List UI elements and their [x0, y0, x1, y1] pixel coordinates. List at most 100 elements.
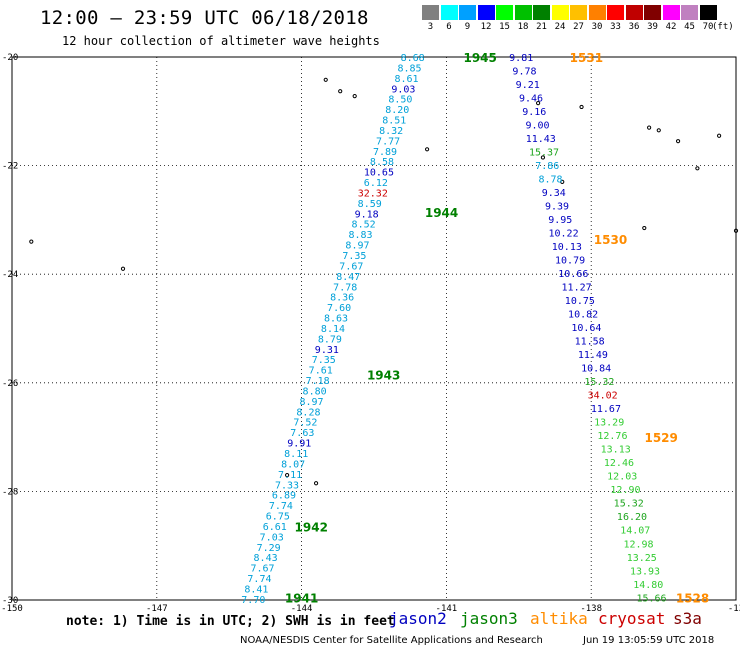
legend-label: 18 — [517, 22, 529, 32]
wave-height-value: 7.52 — [293, 418, 317, 429]
wave-height-value: 9.16 — [522, 107, 546, 118]
wave-height-value: 7.35 — [312, 355, 336, 366]
wave-height-value: 12.90 — [610, 485, 640, 496]
island-marker — [675, 139, 681, 144]
island-marker — [560, 179, 565, 184]
legend-label: 45 — [684, 22, 695, 32]
wave-height-value: 9.18 — [355, 209, 379, 220]
island-marker — [338, 89, 343, 94]
island-marker — [540, 155, 546, 160]
wave-height-value: 10.65 — [364, 168, 394, 179]
generated-timestamp: Jun 19 13:05:59 UTC 2018 — [583, 635, 715, 646]
legend-swatch — [459, 5, 476, 20]
satellite-name-jason3: jason3 — [460, 609, 518, 628]
plot-frame — [11, 56, 737, 601]
legend-label: 42 — [665, 22, 677, 32]
wave-height-value: 9.81 — [509, 53, 533, 64]
wave-height-value: 9.34 — [542, 188, 566, 199]
pass-time-label: 1943 — [367, 369, 400, 383]
wave-height-value: 8.28 — [296, 407, 320, 418]
legend-label: 39 — [647, 22, 658, 32]
legend-swatch — [477, 5, 495, 20]
wave-height-value: 8.59 — [358, 199, 382, 210]
wave-height-value: 9.31 — [315, 345, 339, 356]
pass-time-label: 1531 — [570, 51, 603, 65]
wave-height-value: 12.03 — [607, 472, 637, 483]
legend-swatch — [607, 5, 624, 20]
wave-height-value: 6.89 — [272, 491, 296, 502]
legend-label: 33 — [610, 22, 621, 32]
wave-height-value: 10.13 — [552, 242, 582, 253]
wave-height-value: 8.78 — [538, 175, 562, 186]
lat-tick-label: -30 — [2, 596, 18, 606]
wave-height-value: 13.29 — [594, 418, 624, 429]
wave-height-value: 8.47 — [336, 272, 360, 283]
wave-height-value: 6.61 — [263, 522, 287, 533]
pass-time-label: 1942 — [295, 521, 328, 535]
lon-tick-label: -144 — [291, 604, 313, 614]
wave-height-value: 7.67 — [339, 261, 363, 272]
wave-height-value: 10.79 — [555, 256, 585, 267]
lon-tick-label: -141 — [436, 604, 458, 614]
wave-height-value: 11.27 — [562, 283, 592, 294]
wave-height-value: 10.82 — [568, 310, 598, 321]
wave-height-value: 7.60 — [327, 303, 351, 314]
pass-time-label: 1944 — [425, 206, 458, 220]
legend-label: 70 — [702, 22, 714, 32]
legend-swatch — [496, 5, 513, 20]
island-marker — [352, 93, 357, 99]
wave-height-value: 7.77 — [376, 136, 400, 147]
wave-height-value: 9.39 — [545, 202, 569, 213]
island-marker — [656, 128, 661, 133]
wave-height-value: 8.52 — [352, 220, 376, 231]
wave-height-value: 13.93 — [630, 566, 660, 577]
wave-height-value: 8.97 — [299, 397, 323, 408]
legend-unit: (ft) — [712, 22, 734, 32]
legend-swatch — [533, 5, 550, 20]
wave-height-value: 14.80 — [633, 580, 663, 591]
wave-height-value: 8.32 — [379, 126, 403, 137]
pass-time-label: 1941 — [285, 591, 318, 605]
wave-height-value: 15.37 — [529, 148, 559, 159]
wave-height-value: 7.35 — [342, 251, 366, 262]
wave-height-value: 9.00 — [525, 121, 549, 132]
wave-height-value: 7.61 — [309, 366, 333, 377]
wave-height-value: 7.11 — [278, 470, 302, 481]
legend-label: 12 — [480, 22, 492, 32]
pass-time-label: 1530 — [594, 233, 627, 247]
island-marker — [285, 473, 290, 478]
legend-swatch — [570, 5, 587, 20]
lat-tick-label: -22 — [2, 162, 18, 172]
wave-height-value: 14.07 — [620, 526, 650, 537]
wave-height-value: 11.58 — [575, 337, 605, 348]
wave-height-value: 7.29 — [257, 543, 281, 554]
island-marker — [29, 239, 34, 244]
island-marker — [323, 77, 328, 82]
wave-height-value: 13.13 — [601, 445, 631, 456]
legend-label: 21 — [536, 22, 547, 32]
pass-time-label: 1945 — [463, 51, 496, 65]
wave-height-value: 12.46 — [604, 458, 634, 469]
wave-height-value: 6.12 — [364, 178, 388, 189]
legend-label: 36 — [628, 22, 640, 32]
wave-height-value: 12.76 — [597, 431, 627, 442]
wave-height-value: 8.79 — [318, 334, 342, 345]
wave-height-value: 15.66 — [636, 593, 666, 604]
island-marker — [579, 104, 584, 110]
legend-swatch — [422, 5, 439, 20]
wave-height-value: 15.32 — [614, 499, 644, 510]
wave-height-value: 7.70 — [241, 595, 265, 606]
legend-label: 24 — [554, 22, 566, 32]
wave-height-value: 11.67 — [591, 404, 621, 415]
lon-tick-label: -147 — [146, 604, 168, 614]
wave-height-value: 12.98 — [623, 539, 653, 550]
footer-note: note: 1) Time is in UTC; 2) SWH is in fe… — [66, 614, 395, 629]
credit-line: NOAA/NESDIS Center for Satellite Applica… — [240, 635, 543, 646]
island-marker — [733, 228, 739, 233]
legend-swatch — [514, 5, 532, 20]
wave-height-value: 9.03 — [391, 84, 415, 95]
wave-height-value: 8.07 — [281, 459, 305, 470]
wave-height-value: 8.43 — [254, 553, 278, 564]
